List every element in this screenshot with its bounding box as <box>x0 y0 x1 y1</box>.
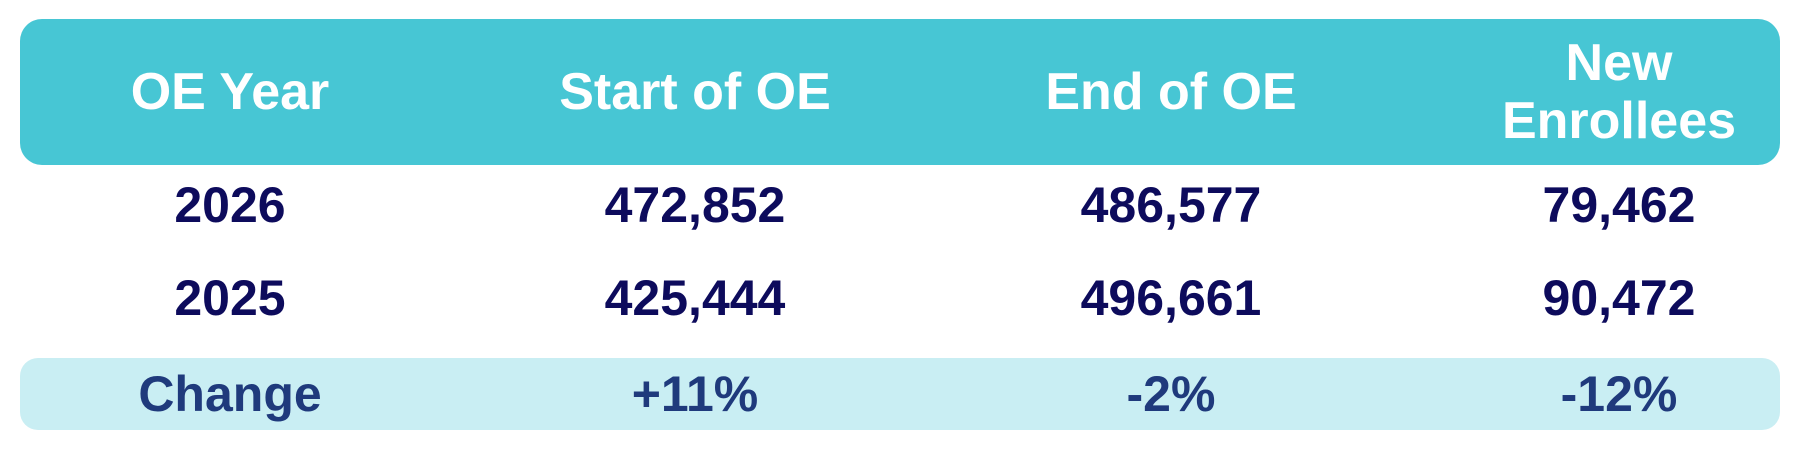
table-cell: 2026 <box>174 177 286 233</box>
change-cell: +11% <box>631 366 759 422</box>
table-cell: 2025 <box>174 270 286 326</box>
table-cell: 425,444 <box>604 270 786 326</box>
header-cell: Start of OE <box>559 63 831 121</box>
table-cell: 90,472 <box>1542 270 1696 326</box>
header-cell: OE Year <box>130 63 330 121</box>
change-cell: Change <box>138 366 322 422</box>
change-cell: -12% <box>1560 366 1678 422</box>
header-cell: New Enrollees <box>1501 34 1737 150</box>
table-cell: 79,462 <box>1542 177 1696 233</box>
change-band <box>20 358 1780 430</box>
header-cell: End of OE <box>1045 63 1297 121</box>
table-cell: 496,661 <box>1080 270 1262 326</box>
header-band <box>20 19 1780 165</box>
table-cell: 472,852 <box>604 177 786 233</box>
table-cell: 486,577 <box>1080 177 1262 233</box>
change-cell: -2% <box>1126 366 1216 422</box>
